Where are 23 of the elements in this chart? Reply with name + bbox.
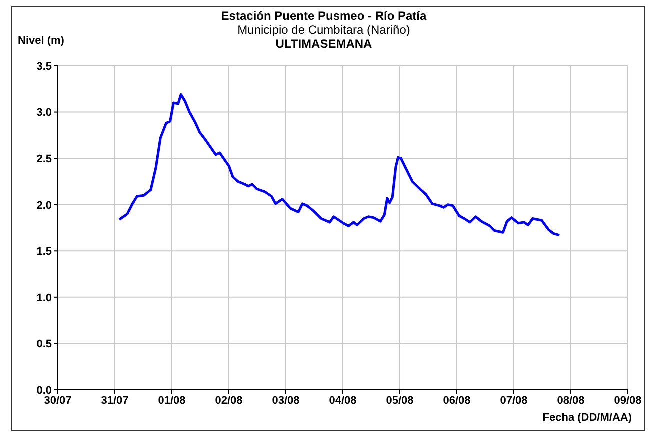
x-tick-label: 08/08 bbox=[557, 394, 585, 407]
x-tick-label: 31/07 bbox=[101, 394, 129, 407]
x-tick-label: 06/08 bbox=[443, 394, 471, 407]
x-tick-label: 03/08 bbox=[272, 394, 300, 407]
y-tick-label: 3.0 bbox=[36, 107, 52, 120]
x-tick-label: 04/08 bbox=[329, 394, 357, 407]
y-tick-label: 3.5 bbox=[36, 60, 52, 73]
y-tick-label: 0.0 bbox=[36, 384, 52, 397]
chart-subtitle: Municipio de Cumbitara (Nariño) ULTIMASEMANA bbox=[238, 23, 410, 51]
x-tick-label: 07/08 bbox=[500, 394, 528, 407]
x-tick-label: 01/08 bbox=[158, 394, 186, 407]
x-tick-label: 02/08 bbox=[215, 394, 243, 407]
y-tick-label: 2.5 bbox=[36, 153, 52, 166]
chart-title: Estación Puente Pusmeo - Río Patía bbox=[220, 9, 428, 23]
y-tick-label: 0.5 bbox=[36, 338, 52, 351]
x-tick-label: 09/08 bbox=[614, 394, 642, 407]
y-tick-label: 1.0 bbox=[36, 292, 52, 304]
x-axis-title: Fecha (DD/M/AA) bbox=[542, 412, 632, 424]
y-tick-label: 1.5 bbox=[36, 246, 52, 258]
x-tick-label: 30/07 bbox=[44, 394, 72, 407]
y-axis-title: Nivel (m) bbox=[18, 35, 64, 47]
y-tick-label: 2.0 bbox=[36, 200, 52, 212]
x-tick-label: 05/08 bbox=[386, 394, 414, 407]
